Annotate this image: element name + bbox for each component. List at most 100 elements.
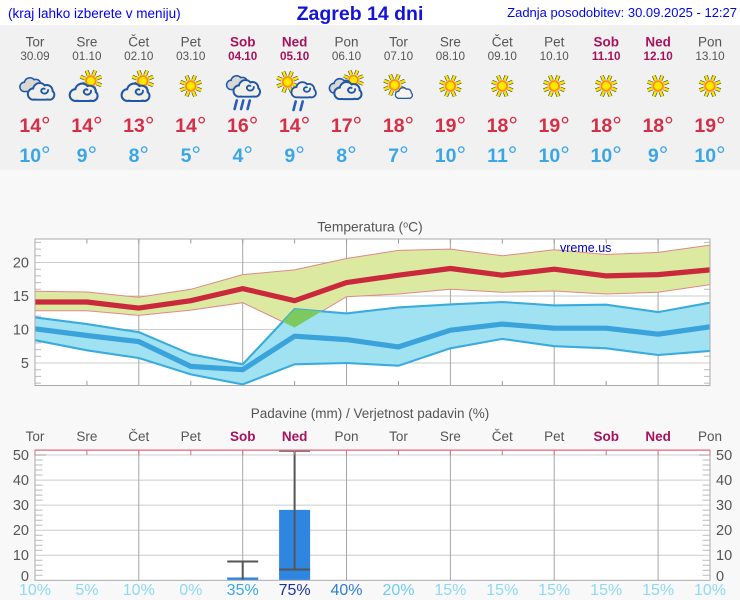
svg-text:11°: 11° [487, 142, 517, 169]
svg-text:7°: 7° [388, 142, 408, 169]
svg-text:5: 5 [21, 356, 29, 372]
svg-text:05.10: 05.10 [280, 50, 310, 63]
svg-text:0: 0 [716, 569, 724, 585]
svg-text:vreme.us: vreme.us [560, 241, 611, 255]
svg-text:5%: 5% [75, 582, 98, 599]
svg-text:10.10: 10.10 [540, 50, 570, 63]
svg-text:Ned: Ned [282, 35, 308, 50]
svg-text:10°: 10° [694, 142, 725, 169]
svg-text:0%: 0% [179, 582, 202, 599]
svg-text:17°: 17° [331, 112, 362, 139]
svg-text:9°: 9° [77, 142, 97, 169]
svg-text:Temperatura (oC): Temperatura (oC) [317, 220, 422, 235]
svg-text:10%: 10% [123, 582, 155, 599]
svg-text:10: 10 [13, 323, 29, 339]
svg-text:Čet: Čet [128, 35, 149, 50]
svg-text:04.10: 04.10 [228, 50, 258, 63]
svg-text:0: 0 [21, 569, 29, 585]
svg-text:Pet: Pet [181, 35, 202, 50]
svg-text:19°: 19° [694, 112, 725, 139]
svg-text:50: 50 [716, 448, 732, 464]
svg-text:40%: 40% [330, 582, 362, 599]
svg-text:Ned: Ned [282, 429, 308, 444]
svg-text:15%: 15% [538, 582, 570, 599]
svg-text:Pet: Pet [181, 429, 202, 444]
svg-text:03.10: 03.10 [176, 50, 206, 63]
svg-text:12.10: 12.10 [643, 50, 673, 63]
svg-text:Tor: Tor [26, 35, 45, 50]
svg-text:Pon: Pon [334, 429, 358, 444]
svg-text:40: 40 [716, 473, 732, 489]
svg-text:9°: 9° [284, 142, 304, 169]
svg-text:07.10: 07.10 [384, 50, 414, 63]
svg-text:Čet: Čet [492, 35, 513, 50]
svg-text:20: 20 [716, 523, 732, 539]
svg-text:13.10: 13.10 [695, 50, 725, 63]
svg-text:40: 40 [13, 473, 29, 489]
svg-text:11.10: 11.10 [592, 50, 621, 63]
svg-text:09.10: 09.10 [488, 50, 518, 63]
svg-text:(kraj lahko izberete v meniju): (kraj lahko izberete v meniju) [8, 6, 181, 21]
svg-text:18°: 18° [642, 112, 673, 139]
svg-text:10°: 10° [435, 142, 466, 169]
svg-text:Tor: Tor [26, 429, 45, 444]
svg-text:15%: 15% [590, 582, 622, 599]
svg-text:15%: 15% [434, 582, 466, 599]
svg-text:8°: 8° [336, 142, 356, 169]
svg-text:Pet: Pet [544, 35, 565, 50]
svg-text:10%: 10% [694, 582, 726, 599]
svg-text:14°: 14° [19, 112, 50, 139]
svg-text:Sob: Sob [593, 429, 619, 444]
svg-text:10°: 10° [591, 142, 622, 169]
svg-text:Sob: Sob [230, 35, 256, 50]
svg-text:Tor: Tor [389, 35, 408, 50]
svg-text:19°: 19° [435, 112, 466, 139]
svg-text:14°: 14° [279, 112, 310, 139]
svg-text:9°: 9° [648, 142, 668, 169]
svg-text:30: 30 [13, 498, 29, 514]
svg-text:20: 20 [13, 523, 29, 539]
svg-text:14°: 14° [175, 112, 206, 139]
svg-text:18°: 18° [487, 112, 518, 139]
svg-text:Pet: Pet [544, 429, 565, 444]
svg-text:Čet: Čet [492, 429, 513, 444]
svg-text:Sre: Sre [440, 35, 461, 50]
svg-text:19°: 19° [539, 112, 570, 139]
svg-text:Sre: Sre [440, 429, 461, 444]
svg-text:15%: 15% [642, 582, 674, 599]
svg-text:10: 10 [13, 548, 29, 564]
svg-text:18°: 18° [383, 112, 414, 139]
svg-text:16°: 16° [227, 112, 258, 139]
svg-text:02.10: 02.10 [124, 50, 154, 63]
svg-text:15%: 15% [486, 582, 518, 599]
svg-text:18°: 18° [591, 112, 622, 139]
svg-text:8°: 8° [129, 142, 149, 169]
svg-text:15: 15 [13, 289, 29, 305]
svg-text:50: 50 [13, 448, 29, 464]
svg-text:01.10: 01.10 [72, 50, 102, 63]
svg-text:Čet: Čet [128, 429, 149, 444]
svg-text:Sre: Sre [76, 429, 97, 444]
svg-text:30: 30 [716, 498, 732, 514]
svg-text:75%: 75% [279, 582, 311, 599]
svg-text:Ned: Ned [645, 429, 671, 444]
svg-text:10°: 10° [539, 142, 570, 169]
svg-text:06.10: 06.10 [332, 50, 362, 63]
svg-text:10°: 10° [19, 142, 50, 169]
svg-text:Pon: Pon [334, 35, 358, 50]
svg-text:20%: 20% [382, 582, 414, 599]
svg-text:4°: 4° [232, 142, 252, 169]
svg-text:30.09: 30.09 [20, 50, 49, 63]
svg-text:5°: 5° [181, 142, 201, 169]
svg-text:10: 10 [716, 548, 732, 564]
svg-text:20: 20 [13, 256, 29, 272]
svg-text:Tor: Tor [389, 429, 408, 444]
svg-text:Ned: Ned [645, 35, 671, 50]
svg-text:35%: 35% [227, 582, 259, 599]
svg-text:Sob: Sob [593, 35, 619, 50]
svg-text:Sre: Sre [76, 35, 97, 50]
svg-text:Pon: Pon [698, 35, 722, 50]
svg-text:10%: 10% [19, 582, 51, 599]
svg-text:Zadnja posodobitev: 30.09.2025: Zadnja posodobitev: 30.09.2025 - 12:27 [507, 5, 737, 20]
svg-text:08.10: 08.10 [436, 50, 466, 63]
